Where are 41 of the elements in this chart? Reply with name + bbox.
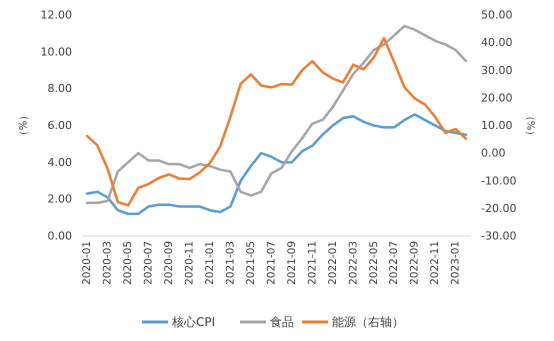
x-tick-label: 2022-01 bbox=[326, 241, 339, 285]
line-series bbox=[86, 113, 468, 216]
x-tick-label: 2021-05 bbox=[244, 241, 257, 285]
y-tick-label: 4.00 bbox=[48, 156, 72, 169]
y-axis-title: （%） bbox=[18, 110, 30, 140]
y-tick-label: 6.00 bbox=[48, 119, 72, 132]
y-tick-label: 0.00 bbox=[48, 230, 72, 242]
y2-axis-title: （%） bbox=[524, 110, 536, 140]
x-tick-label: 2020-09 bbox=[163, 241, 176, 285]
y2-tick-label: 40.00 bbox=[481, 36, 512, 50]
x-tick-label: 2021-09 bbox=[286, 241, 298, 285]
x-tick-label: 2022-03 bbox=[347, 241, 360, 285]
x-tick-label: 2020-01 bbox=[81, 241, 94, 285]
x-tick-label: 2020-05 bbox=[122, 241, 134, 285]
y-tick-label: 12.00 bbox=[40, 8, 72, 22]
x-tick-label: 2021-01 bbox=[204, 241, 216, 285]
x-tick-label: 2021-11 bbox=[306, 241, 318, 285]
x-tick-label: 2022-05 bbox=[368, 241, 380, 285]
y2-tick-label: -30.00 bbox=[481, 230, 516, 242]
y2-tick-label: 50.00 bbox=[481, 8, 512, 22]
legend-label: 核心CPI bbox=[171, 315, 216, 329]
x-tick-label: 2022-11 bbox=[429, 241, 442, 285]
legend-label: 能源（右轴） bbox=[332, 315, 404, 329]
y2-tick-label: 20.00 bbox=[481, 91, 512, 104]
y2-tick-label: -10.00 bbox=[481, 174, 516, 188]
y2-tick-label: -20.00 bbox=[481, 202, 516, 215]
x-tick-label: 2021-03 bbox=[224, 241, 236, 285]
y-tick-label: 10.00 bbox=[40, 45, 72, 58]
y2-tick-label: 0.00 bbox=[481, 146, 506, 160]
y2-tick-label: 10.00 bbox=[481, 119, 512, 132]
legend-label: 食品 bbox=[270, 315, 294, 329]
x-tick-label: 2020-11 bbox=[183, 241, 196, 285]
x-tick-label: 2021-07 bbox=[265, 241, 278, 285]
y-tick-label: 8.00 bbox=[48, 82, 72, 96]
x-tick-label: 2023-01 bbox=[450, 241, 462, 285]
x-tick-label: 2022-07 bbox=[388, 241, 400, 285]
y-tick-label: 2.00 bbox=[48, 192, 72, 206]
x-tick-label: 2022-09 bbox=[408, 241, 421, 285]
y2-tick-label: 30.00 bbox=[481, 64, 512, 77]
x-tick-label: 2020-07 bbox=[142, 241, 155, 285]
x-tick-label: 2020-03 bbox=[102, 241, 114, 285]
